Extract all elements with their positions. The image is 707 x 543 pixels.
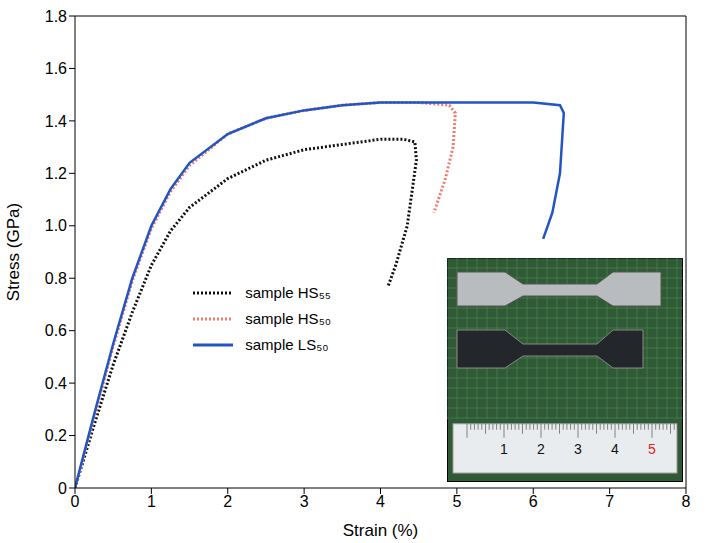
html-text:sample HS₅₀: sample HS₅₀ bbox=[245, 310, 331, 328]
svg-text:1.8: 1.8 bbox=[45, 8, 67, 25]
svg-text:8: 8 bbox=[682, 493, 691, 510]
svg-text:5: 5 bbox=[452, 493, 461, 510]
svg-text:0.8: 0.8 bbox=[45, 270, 67, 287]
svg-text:7: 7 bbox=[605, 493, 614, 510]
svg-text:1.4: 1.4 bbox=[45, 113, 67, 130]
svg-text:1.2: 1.2 bbox=[45, 165, 67, 182]
svg-text:0: 0 bbox=[71, 493, 80, 510]
svg-text:1: 1 bbox=[147, 493, 156, 510]
svg-text:Stress (GPa): Stress (GPa) bbox=[4, 203, 23, 301]
svg-text:3: 3 bbox=[574, 441, 582, 457]
html-text:sample LS₅₀: sample LS₅₀ bbox=[245, 336, 329, 354]
svg-text:1: 1 bbox=[500, 441, 508, 457]
html-text:sample HS₅₅: sample HS₅₅ bbox=[245, 284, 331, 302]
svg-text:0: 0 bbox=[58, 480, 67, 497]
svg-text:4: 4 bbox=[611, 441, 619, 457]
svg-text:2: 2 bbox=[223, 493, 232, 510]
svg-text:1.0: 1.0 bbox=[45, 217, 67, 234]
svg-text:0.6: 0.6 bbox=[45, 322, 67, 339]
svg-text:1.6: 1.6 bbox=[45, 60, 67, 77]
svg-text:4: 4 bbox=[376, 493, 385, 510]
svg-text:3: 3 bbox=[300, 493, 309, 510]
svg-text:2: 2 bbox=[537, 441, 545, 457]
svg-text:6: 6 bbox=[529, 493, 538, 510]
svg-text:Strain (%): Strain (%) bbox=[343, 521, 419, 540]
svg-text:0.2: 0.2 bbox=[45, 427, 67, 444]
svg-text:0.4: 0.4 bbox=[45, 375, 67, 392]
svg-text:5: 5 bbox=[648, 441, 656, 457]
